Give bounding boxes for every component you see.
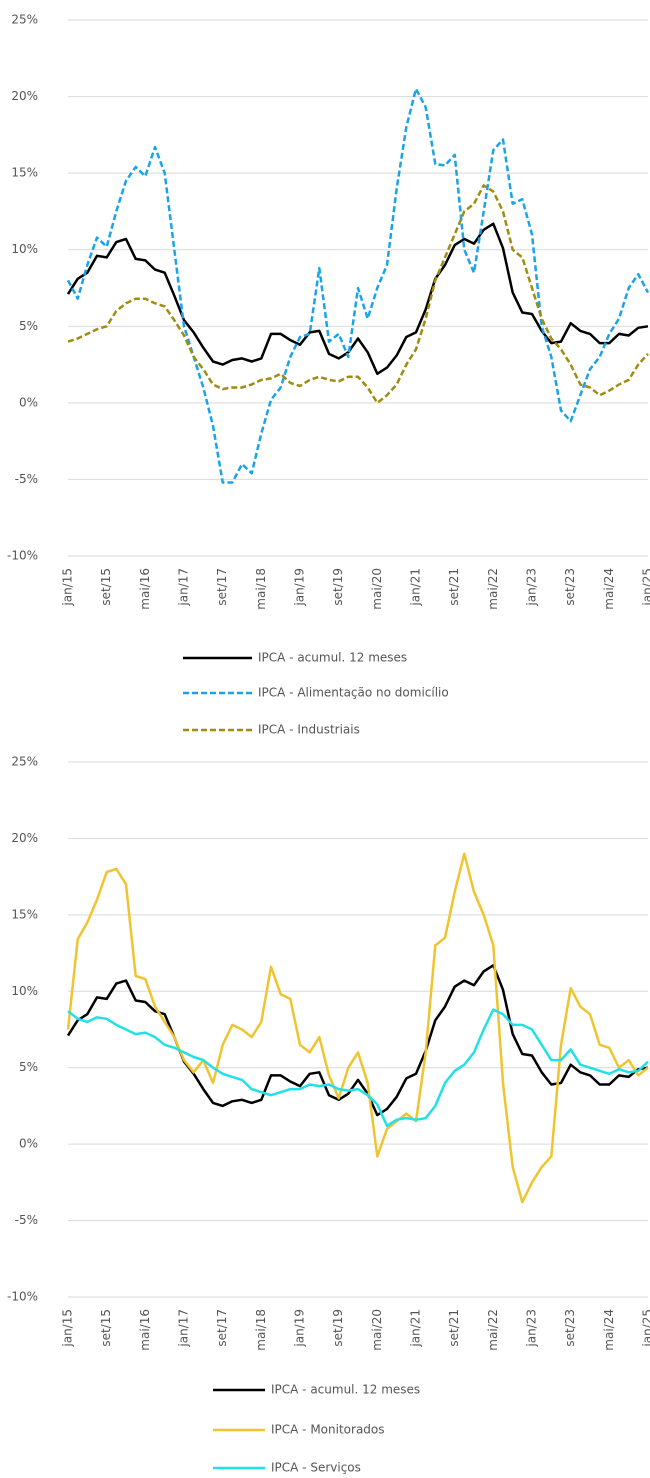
- y-tick-label: 25%: [11, 13, 38, 27]
- x-tick-label: set/15: [99, 568, 113, 606]
- x-tick-label: jan/15: [61, 568, 75, 607]
- legend-label: IPCA - acumul. 12 meses: [271, 1383, 420, 1397]
- y-tick-label: -10%: [7, 549, 38, 563]
- x-tick-label: jan/25: [641, 568, 650, 607]
- y-tick-label: 10%: [11, 984, 38, 998]
- y-tick-label: -10%: [7, 1290, 38, 1304]
- y-tick-label: 0%: [19, 1137, 38, 1151]
- x-tick-label: set/15: [99, 1309, 113, 1347]
- x-tick-label: jan/21: [409, 1309, 423, 1348]
- y-tick-label: 20%: [11, 89, 38, 103]
- y-tick-label: 15%: [11, 907, 38, 921]
- y-tick-label: -5%: [15, 472, 38, 486]
- x-tick-label: jan/25: [641, 1309, 650, 1348]
- y-tick-label: 0%: [19, 395, 38, 409]
- y-tick-label: 20%: [11, 831, 38, 845]
- legend-label: IPCA - Monitorados: [271, 1423, 385, 1437]
- x-tick-label: set/19: [331, 1309, 345, 1347]
- x-tick-label: set/17: [215, 568, 229, 606]
- legend-label: IPCA - acumul. 12 meses: [258, 651, 407, 665]
- legend-label: IPCA - Alimentação no domicílio: [258, 686, 449, 700]
- x-tick-label: jan/15: [61, 1309, 75, 1348]
- y-tick-label: -5%: [15, 1213, 38, 1227]
- x-tick-label: mai/24: [602, 1309, 616, 1351]
- x-tick-label: mai/22: [486, 1309, 500, 1351]
- series-line: [67, 184, 649, 405]
- x-tick-label: jan/23: [525, 1309, 539, 1348]
- series-line: [66, 222, 649, 376]
- x-tick-label: jan/17: [177, 568, 191, 607]
- x-tick-label: set/21: [447, 1309, 461, 1347]
- x-tick-label: set/23: [563, 1309, 577, 1347]
- x-tick-label: jan/21: [409, 568, 423, 607]
- x-tick-label: jan/19: [293, 1309, 307, 1348]
- x-tick-label: mai/16: [138, 568, 152, 610]
- x-tick-label: jan/23: [525, 568, 539, 607]
- series-line: [66, 87, 650, 484]
- x-tick-label: mai/18: [254, 1309, 268, 1351]
- x-tick-label: set/17: [215, 1309, 229, 1347]
- series-line: [67, 1008, 649, 1128]
- y-tick-label: 15%: [11, 166, 38, 180]
- series-line: [66, 852, 649, 1204]
- y-tick-label: 5%: [19, 1060, 38, 1074]
- x-tick-label: mai/18: [254, 568, 268, 610]
- x-tick-label: set/23: [563, 568, 577, 606]
- x-tick-label: set/19: [331, 568, 345, 606]
- x-tick-label: mai/16: [138, 1309, 152, 1351]
- x-tick-label: jan/19: [293, 568, 307, 607]
- x-tick-label: mai/20: [370, 1309, 384, 1351]
- legend-label: IPCA - Serviços: [271, 1461, 361, 1475]
- y-tick-label: 10%: [11, 242, 38, 256]
- series-line: [66, 964, 649, 1117]
- x-tick-label: mai/20: [370, 568, 384, 610]
- x-tick-label: mai/24: [602, 568, 616, 610]
- y-tick-label: 5%: [19, 319, 38, 333]
- x-tick-label: jan/17: [177, 1309, 191, 1348]
- x-tick-label: set/21: [447, 568, 461, 606]
- x-tick-label: mai/22: [486, 568, 500, 610]
- legend-label: IPCA - Industriais: [258, 723, 360, 737]
- y-tick-label: 25%: [11, 755, 38, 769]
